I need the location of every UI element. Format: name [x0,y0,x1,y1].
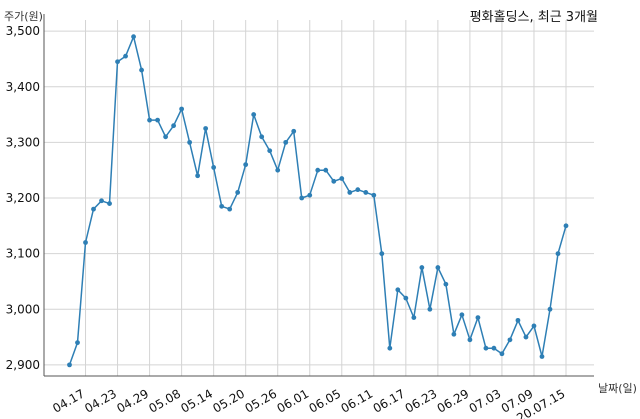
x-tick-label: 04.23 [82,386,119,415]
x-tick-label: 04.17 [50,386,87,415]
x-tick-label: 06.05 [307,386,344,415]
data-point [515,317,521,323]
data-point [179,106,185,112]
data-point [491,345,497,351]
data-point [155,117,160,123]
x-tick-label: 06.01 [274,386,311,415]
series-line [68,35,567,366]
data-point [211,165,217,170]
x-tick-label: 04.29 [114,386,151,415]
data-point [339,176,345,181]
data-point [427,306,433,312]
data-point [451,331,457,337]
data-point [139,67,144,73]
data-point [419,265,425,270]
data-point [355,187,361,193]
data-point [131,34,136,40]
x-tick-label: 06.23 [403,386,440,415]
data-point [523,334,529,340]
data-point [475,315,481,320]
data-point [123,53,128,59]
x-tick-labels: 04.1704.2304.2905.0805.1405.2005.2606.01… [50,386,567,419]
data-point [67,362,72,368]
data-point [403,295,409,301]
grid-lines [44,20,594,376]
data-point [187,139,193,145]
y-tick-label: 3,000 [6,302,40,316]
data-point [331,178,337,184]
data-point [435,265,441,270]
data-point [467,337,473,343]
data-point [275,167,281,173]
data-point [259,134,265,140]
data-point [307,192,313,198]
data-point [507,337,513,343]
data-point [171,123,177,129]
data-point [83,240,88,245]
data-point [115,59,120,65]
data-point [99,198,104,204]
data-point [203,126,209,131]
data-point [107,201,112,206]
x-tick-label: 05.26 [242,386,279,415]
x-tick-label: 06.29 [435,386,472,415]
axes [43,14,594,377]
y-tick-label: 3,500 [6,24,40,38]
y-tick-label: 3,300 [6,135,40,149]
data-point [363,190,369,195]
data-point [291,128,297,134]
data-point [347,190,353,195]
data-point [299,195,305,201]
data-point [147,117,152,123]
x-tick-label: 05.14 [178,386,215,415]
y-tick-label: 3,400 [6,80,40,94]
data-point [251,112,257,117]
data-point [443,281,449,287]
data-point [483,345,489,351]
data-point [531,323,537,329]
data-point [459,312,465,318]
data-point [371,192,377,198]
data-point [91,206,96,212]
y-tick-label: 3,200 [6,191,40,205]
y-tick-labels: 2,900 3,000 3,100 3,200 3,300 3,400 3,500 [6,24,40,372]
data-point [219,203,225,209]
data-point [379,251,385,257]
x-tick-label: 06.17 [371,386,408,415]
data-point [227,206,233,212]
data-point [243,162,249,168]
data-point [75,340,80,346]
data-point [283,139,289,145]
y-tick-label: 3,100 [6,247,40,261]
data-point [539,354,545,359]
y-tick-label: 2,900 [6,358,40,372]
data-point [387,345,393,351]
data-point [163,134,168,140]
data-point [323,167,329,173]
data-point [563,223,569,229]
data-point [499,351,505,357]
x-tick-label: 07.03 [467,386,504,415]
data-point [315,167,321,173]
x-axis-label: 날짜(일) [598,382,637,395]
price-series [67,34,569,368]
data-point [235,190,241,195]
x-tick-label: 06.11 [339,386,376,415]
x-tick-label: 05.08 [146,386,183,415]
data-point [195,173,201,179]
y-axis-label: 주가(원) [4,10,43,23]
data-point [267,148,273,154]
data-point [395,287,401,293]
data-point [547,306,553,312]
data-point [555,251,561,257]
data-point [411,315,417,320]
x-tick-label: 05.20 [210,386,247,415]
chart-title: 평화홀딩스, 최근 3개월 [469,10,598,25]
